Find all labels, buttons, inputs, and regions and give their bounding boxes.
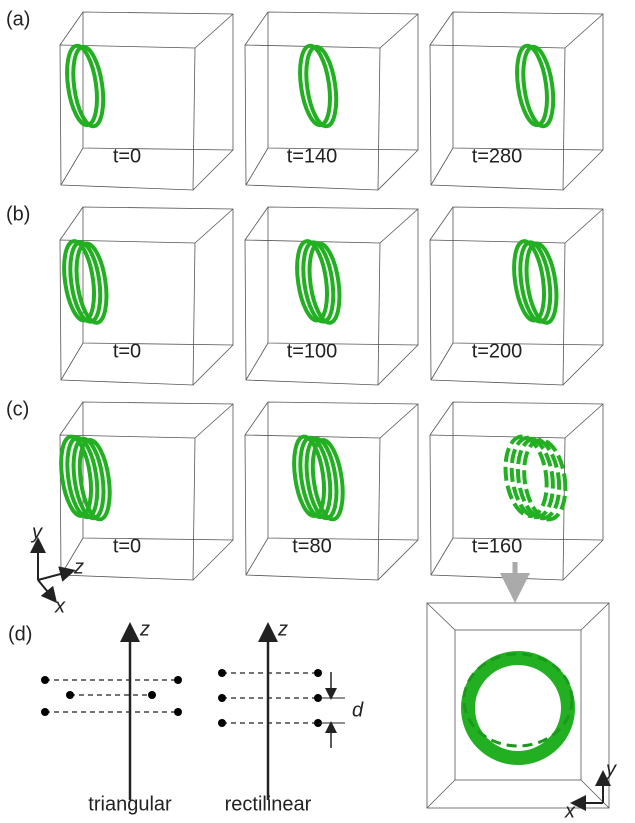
cube-edge: [380, 14, 418, 48]
cube-edge: [380, 209, 418, 243]
axis-x: x: [564, 800, 576, 822]
frame: t=0: [57, 402, 233, 580]
axis-y: y: [604, 758, 617, 780]
cube-edge: [61, 343, 83, 380]
cube-edge: [378, 345, 418, 385]
frame: t=0: [60, 12, 233, 190]
cube-edge: [245, 207, 268, 240]
cube-edge: [195, 14, 233, 48]
cube-edge: [565, 404, 603, 438]
time-label: t=140: [287, 145, 338, 167]
cube-edge: [195, 209, 233, 243]
cube-back: [453, 12, 603, 150]
cube-edge: [246, 538, 268, 575]
axis-label: z: [277, 618, 288, 640]
cube-edge: [193, 150, 233, 190]
time-label: t=80: [292, 535, 331, 557]
cube-edge: [245, 12, 268, 45]
cube-edge: [380, 404, 418, 438]
time-label: t=200: [472, 340, 523, 362]
cube-back: [268, 402, 418, 540]
cube-back: [268, 12, 418, 150]
axis-label: z: [139, 618, 150, 640]
caption: rectilinear: [225, 793, 312, 815]
cube-edge: [60, 207, 83, 240]
caption: triangular: [88, 793, 172, 815]
cube-edge: [565, 14, 603, 48]
figure: (a) t=0 t=140 t=280 (b) t=0 t=100 t=200 (c) t=0 t=…: [0, 0, 635, 823]
cube-edge: [378, 150, 418, 190]
time-label: t=160: [472, 535, 523, 557]
cube-edge: [195, 404, 233, 438]
cube-edge: [378, 540, 418, 580]
cube-edge: [563, 345, 603, 385]
axis-triad: y z x: [30, 521, 84, 617]
cube-edge: [430, 12, 453, 45]
cube-front: [430, 435, 565, 580]
cube-edge: [430, 402, 453, 435]
cube-edge: [61, 148, 83, 185]
spacing-label: d: [352, 699, 364, 721]
axis-y: y: [30, 521, 43, 543]
cube-edge: [431, 538, 453, 575]
panel-d: (d) z triangular z d rectilinear: [8, 618, 364, 815]
time-label: t=0: [113, 535, 141, 557]
frame: t=140: [245, 12, 418, 190]
cube-front: [60, 45, 195, 190]
cube-edge: [431, 343, 453, 380]
time-label: t=0: [113, 340, 141, 362]
cube-edge: [193, 345, 233, 385]
bottom-view: y x: [427, 562, 617, 822]
cube-back: [83, 12, 233, 150]
cube-edge: [563, 150, 603, 190]
cube-back: [453, 402, 603, 540]
cube-edge: [193, 540, 233, 580]
cube-edge: [246, 343, 268, 380]
frame: t=200: [430, 207, 603, 385]
cube-edge: [245, 402, 268, 435]
cube-edge: [563, 540, 603, 580]
cube-edge: [565, 209, 603, 243]
frame: t=280: [430, 12, 603, 190]
time-label: t=100: [287, 340, 338, 362]
cube-edge: [430, 207, 453, 240]
cube-back: [268, 207, 418, 345]
cube-edge: [60, 402, 83, 435]
panels: (a) t=0 t=140 t=280 (b) t=0 t=100 t=200 (c) t=0 t=…: [6, 8, 603, 580]
axis-x: x: [54, 595, 66, 617]
axis-z: z: [73, 556, 84, 578]
panel-label: (b): [6, 203, 30, 225]
frame: t=0: [60, 207, 233, 385]
cube-edge: [431, 148, 453, 185]
frame: t=100: [245, 207, 418, 385]
panel-label: (a): [6, 8, 30, 30]
cube-edge: [246, 148, 268, 185]
cube-edge: [60, 12, 83, 45]
time-label: t=0: [113, 145, 141, 167]
frame: t=80: [245, 402, 418, 580]
panel-label: (d): [8, 623, 32, 645]
panel-label: (c): [6, 398, 29, 420]
time-label: t=280: [472, 145, 523, 167]
frame: t=160: [430, 402, 603, 580]
